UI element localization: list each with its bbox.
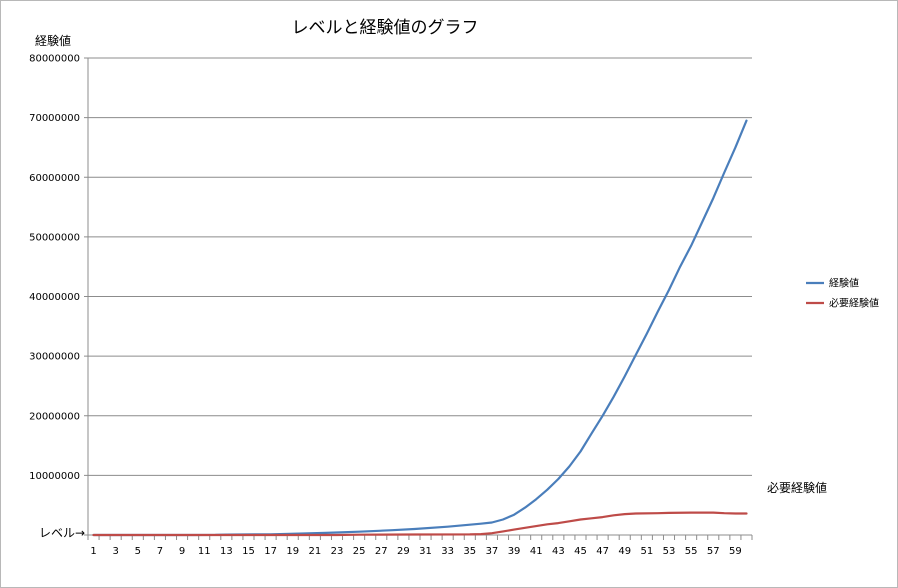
y-tick-label: 10000000 <box>29 471 80 482</box>
x-tick-label: 51 <box>640 546 653 557</box>
x-tick-label: 57 <box>707 546 720 557</box>
x-axis-ticks: 1 3 5 7 9 11 13 15 17 19 21 23 25 27 29 31 33 35 37 39 41 43 4… <box>87 535 753 557</box>
y-tick-label: 40000000 <box>29 292 80 303</box>
y-tick-label: 20000000 <box>29 411 80 422</box>
x-tick-label: 33 <box>441 546 454 557</box>
x-tick-label: 47 <box>596 546 609 557</box>
x-tick-label: 35 <box>463 546 476 557</box>
x-tick-label: 11 <box>198 546 211 557</box>
x-tick-label: 7 <box>157 546 163 557</box>
x-tick-label: 17 <box>264 546 277 557</box>
x-tick-label: 19 <box>286 546 299 557</box>
y-tick-label: 80000000 <box>29 54 80 65</box>
required-exp-annotation: 必要経験値 <box>767 480 827 495</box>
x-tick-label: 55 <box>685 546 698 557</box>
x-tick-label: 43 <box>552 546 565 557</box>
x-tick-label: 45 <box>574 546 587 557</box>
y-tick-label: 70000000 <box>29 113 80 124</box>
x-tick-label: 27 <box>375 546 388 557</box>
x-tick-label: 25 <box>353 546 366 557</box>
x-tick-label: 41 <box>530 546 543 557</box>
legend-label: 必要経験値 <box>829 297 879 310</box>
x-tick-label: 3 <box>112 546 118 557</box>
legend-label: 経験値 <box>829 277 859 290</box>
x-tick-label: 29 <box>397 546 410 557</box>
x-tick-label: 9 <box>179 546 185 557</box>
x-tick-label: 39 <box>508 546 521 557</box>
gridlines <box>87 57 752 536</box>
x-tick-label: 15 <box>242 546 255 557</box>
y-axis-title: 経験値 <box>35 33 71 48</box>
series-lines <box>92 119 748 537</box>
series-line-1 <box>92 119 748 537</box>
x-axis-title: レベル→ <box>39 526 85 540</box>
series-line-2 <box>92 511 748 537</box>
y-tick-label: 60000000 <box>29 173 80 184</box>
x-tick-label: 1 <box>90 546 96 557</box>
chart-title: レベルと経験値のグラフ <box>292 18 479 38</box>
y-axis-ticks: 10000000 20000000 30000000 40000000 50000000… <box>29 54 88 536</box>
x-tick-label: 59 <box>729 546 742 557</box>
x-tick-label: 53 <box>663 546 676 557</box>
x-tick-label: 13 <box>220 546 233 557</box>
x-tick-label: 31 <box>419 546 432 557</box>
x-tick-label: 37 <box>486 546 499 557</box>
x-tick-label: 21 <box>308 546 321 557</box>
x-tick-label: 5 <box>135 546 141 557</box>
x-tick-label: 49 <box>618 546 631 557</box>
y-tick-label: 30000000 <box>29 352 80 363</box>
x-tick-label: 23 <box>331 546 344 557</box>
y-tick-label: 50000000 <box>29 232 80 243</box>
